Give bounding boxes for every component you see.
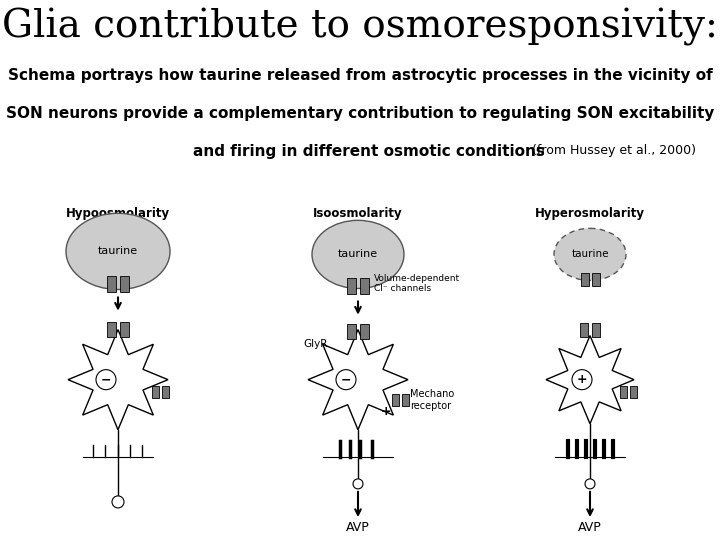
- Bar: [592, 322, 600, 336]
- Bar: [629, 386, 636, 397]
- Polygon shape: [308, 329, 408, 430]
- Text: AVP: AVP: [578, 522, 602, 535]
- Bar: [107, 322, 116, 337]
- Text: SON neurons provide a complementary contribution to regulating SON excitability: SON neurons provide a complementary cont…: [6, 106, 714, 121]
- Ellipse shape: [554, 228, 626, 280]
- Circle shape: [112, 496, 124, 508]
- Bar: [107, 276, 116, 293]
- Ellipse shape: [66, 213, 170, 289]
- Text: −: −: [341, 373, 351, 386]
- Text: and firing in different osmotic conditions: and firing in different osmotic conditio…: [193, 144, 545, 159]
- Bar: [402, 394, 408, 406]
- Text: +: +: [577, 373, 588, 386]
- Circle shape: [96, 370, 116, 390]
- Text: +: +: [381, 405, 391, 418]
- Circle shape: [585, 479, 595, 489]
- Polygon shape: [546, 335, 634, 424]
- Text: −: −: [101, 373, 112, 386]
- Text: Schema portrays how taurine released from astrocytic processes in the vicinity o: Schema portrays how taurine released fro…: [8, 68, 712, 83]
- Circle shape: [353, 479, 363, 489]
- Bar: [347, 324, 356, 339]
- Bar: [580, 273, 588, 286]
- Bar: [120, 276, 129, 293]
- Text: glia: glia: [348, 220, 368, 231]
- Text: AVP: AVP: [346, 522, 370, 535]
- Ellipse shape: [312, 220, 404, 288]
- Text: Hyperosmolarity: Hyperosmolarity: [535, 207, 645, 220]
- Bar: [392, 394, 398, 406]
- Text: Mechano
receptor: Mechano receptor: [410, 389, 454, 410]
- Bar: [347, 279, 356, 294]
- Bar: [161, 386, 168, 397]
- Polygon shape: [68, 329, 168, 430]
- Text: Hypoosmolarity: Hypoosmolarity: [66, 207, 170, 220]
- Bar: [592, 273, 600, 286]
- Bar: [360, 324, 369, 339]
- Text: GlyR: GlyR: [303, 339, 328, 349]
- Text: taurine: taurine: [98, 246, 138, 256]
- Bar: [151, 386, 158, 397]
- Circle shape: [336, 370, 356, 390]
- Bar: [619, 386, 626, 397]
- Circle shape: [572, 370, 592, 390]
- Text: taurine: taurine: [338, 249, 378, 259]
- Text: taurine: taurine: [571, 249, 608, 259]
- Text: Volume-dependent
Cl⁻ channels: Volume-dependent Cl⁻ channels: [374, 274, 460, 293]
- Bar: [120, 322, 129, 337]
- Bar: [580, 322, 588, 336]
- Text: (from Hussey et al., 2000): (from Hussey et al., 2000): [528, 144, 696, 157]
- Text: Isoosmolarity: Isoosmolarity: [313, 207, 402, 220]
- Text: Glia contribute to osmoresponsivity:: Glia contribute to osmoresponsivity:: [2, 8, 718, 45]
- Bar: [360, 279, 369, 294]
